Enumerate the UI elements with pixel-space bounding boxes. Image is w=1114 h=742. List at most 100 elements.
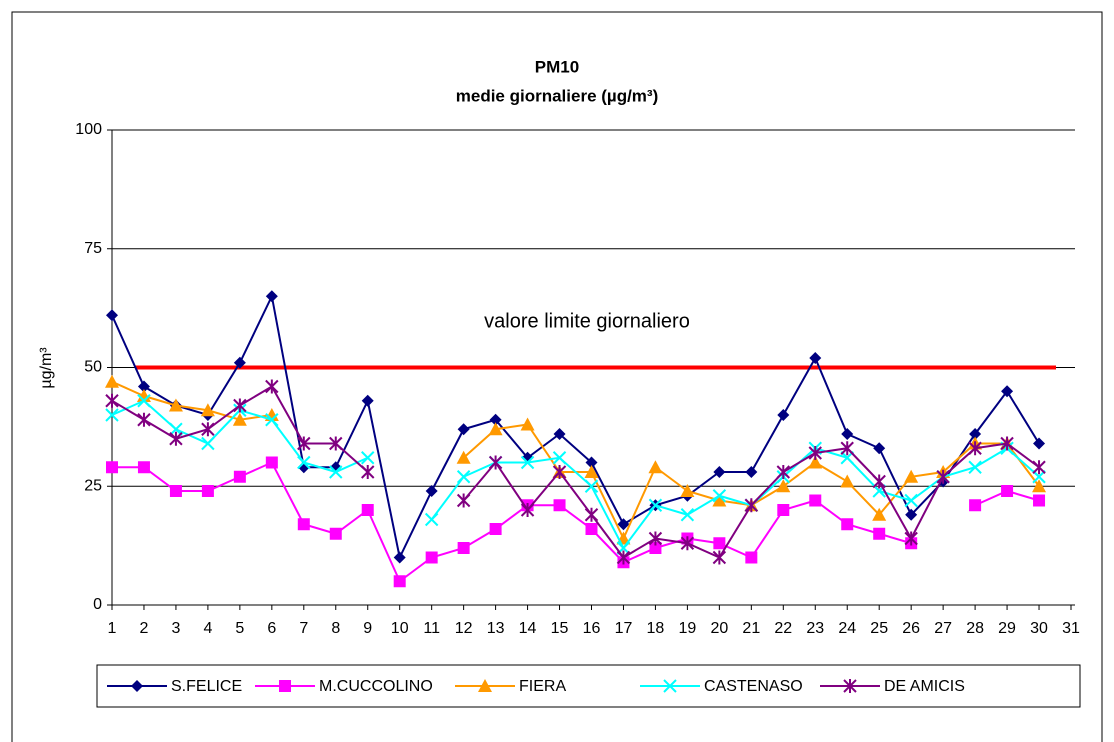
marker (713, 466, 726, 478)
x-tick-label: 22 (774, 620, 792, 637)
marker (201, 436, 215, 451)
marker (456, 470, 471, 484)
marker (137, 380, 150, 393)
marker (872, 474, 886, 489)
marker (456, 450, 471, 464)
y-tick-label: 25 (84, 477, 102, 494)
marker (584, 507, 599, 522)
marker (169, 422, 183, 436)
y-tick-label: 100 (75, 121, 102, 138)
x-tick-label: 27 (934, 620, 952, 637)
x-tick-label: 31 (1062, 620, 1080, 637)
marker (841, 428, 854, 440)
marker (478, 679, 492, 692)
chart-subtitle: medie giornaliere (µg/m³) (456, 86, 659, 105)
marker (648, 460, 663, 474)
marker (393, 575, 406, 588)
y-tick-label: 50 (84, 359, 102, 376)
marker (297, 518, 310, 531)
marker (777, 409, 790, 421)
marker (617, 518, 630, 531)
marker (520, 417, 535, 431)
marker (361, 451, 375, 465)
y-tick-label: 75 (84, 240, 102, 257)
x-tick-label: 21 (742, 620, 760, 637)
marker (233, 470, 246, 483)
marker (904, 469, 919, 483)
marker (969, 428, 982, 440)
x-tick-label: 18 (647, 620, 665, 637)
marker (744, 498, 759, 513)
legend-label: S.FELICE (171, 678, 242, 695)
marker (905, 508, 918, 521)
x-tick-label: 20 (710, 620, 728, 637)
x-tick-label: 29 (998, 620, 1016, 637)
y-tick-label: 0 (93, 596, 102, 613)
marker (552, 465, 567, 479)
marker (968, 460, 982, 474)
marker (872, 507, 887, 521)
marker (745, 551, 758, 564)
marker (777, 504, 790, 516)
marker (361, 465, 375, 479)
marker (424, 512, 439, 527)
marker (105, 393, 119, 408)
marker (1032, 460, 1046, 475)
marker (648, 531, 663, 546)
x-tick-label: 5 (235, 620, 244, 637)
marker (131, 680, 143, 692)
marker (680, 536, 695, 551)
marker (425, 485, 438, 497)
marker (361, 394, 374, 407)
marker (809, 494, 822, 507)
marker (873, 527, 886, 540)
x-tick-label: 3 (171, 620, 180, 637)
limit-label: valore limite giornaliero (484, 310, 690, 332)
x-tick-label: 14 (519, 620, 537, 637)
x-tick-label: 17 (615, 620, 633, 637)
marker (840, 474, 855, 488)
x-tick-label: 23 (806, 620, 824, 637)
marker (843, 679, 857, 693)
marker (873, 442, 886, 455)
marker (680, 484, 695, 497)
marker (712, 493, 727, 507)
marker (489, 413, 502, 426)
marker (680, 508, 695, 522)
marker (585, 456, 598, 469)
marker (616, 550, 631, 565)
x-tick-label: 7 (299, 620, 308, 637)
marker (279, 680, 291, 692)
marker (584, 479, 599, 493)
marker (233, 356, 246, 369)
marker (584, 465, 599, 478)
marker (1001, 485, 1014, 497)
marker (329, 527, 342, 540)
x-tick-label: 19 (679, 620, 697, 637)
marker (297, 455, 311, 470)
x-tick-label: 9 (363, 620, 372, 637)
marker (553, 428, 566, 440)
marker (809, 352, 822, 364)
marker (201, 485, 214, 497)
marker (776, 465, 791, 479)
marker (201, 422, 215, 437)
marker (1000, 436, 1014, 451)
marker (553, 499, 566, 512)
legend-label: FIERA (519, 678, 566, 695)
marker (136, 389, 151, 402)
marker (904, 531, 918, 546)
marker (712, 489, 727, 503)
x-tick-label: 12 (455, 620, 473, 637)
marker (1032, 479, 1047, 493)
x-tick-label: 10 (391, 620, 409, 637)
marker (552, 451, 567, 465)
x-tick-label: 6 (267, 620, 276, 637)
x-tick-label: 25 (870, 620, 888, 637)
marker (520, 455, 535, 470)
marker (137, 412, 151, 427)
marker (137, 461, 150, 474)
marker (457, 423, 470, 436)
marker (808, 455, 823, 469)
marker (808, 446, 822, 460)
